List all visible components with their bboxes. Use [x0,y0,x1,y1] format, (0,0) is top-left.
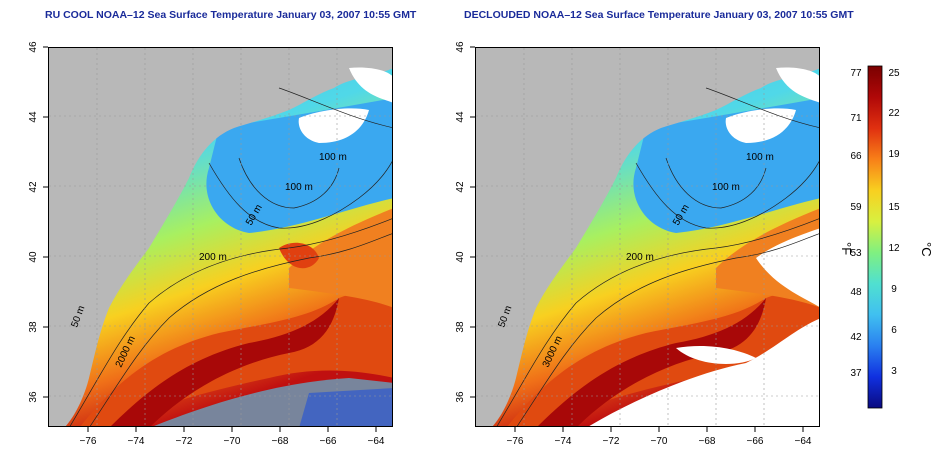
right-map-title: DECLOUDED NOAA–12 Sea Surface Temperatur… [464,9,854,21]
fahrenheit-tick-label: 42 [850,332,862,343]
left-lon-tick-label: −68 [272,436,289,447]
fahrenheit-tick-label: 71 [850,113,862,124]
left-lat-tick-label: 46 [28,41,39,53]
celsius-tick-label: 3 [891,366,897,377]
contour-label: 100 m [712,182,740,193]
right-lon-tick-label: −74 [555,436,572,447]
contour-label: 100 m [746,152,774,163]
left-lon-tick-label: −74 [128,436,145,447]
left-lat-tick-label: 42 [28,181,39,193]
celsius-tick-label: 19 [888,149,900,160]
celsius-tick-label: 6 [891,325,897,336]
right-lat-tick-label: 38 [455,321,466,333]
left-lon-tick-label: −66 [320,436,337,447]
right-lat-tick-label: 44 [455,111,466,123]
celsius-unit-label: °C [919,242,934,257]
right-lon-tick-label: −76 [507,436,524,447]
left-lon-tick-label: −70 [224,436,241,447]
right-lon-tick-label: −64 [795,436,812,447]
left-lon-tick-label: −64 [368,436,385,447]
fahrenheit-tick-label: 37 [850,368,862,379]
right-lon-tick-label: −68 [699,436,716,447]
left-sst-map: 100 m 100 m 50 m 200 m 50 m 2000 m [48,47,393,427]
left-lat-tick-label: 38 [28,321,39,333]
contour-label: 100 m [319,152,347,163]
right-sst-map: 100 m 100 m 50 m 200 m 50 m 3000 m [475,47,820,427]
right-lat-tick-label: 42 [455,181,466,193]
left-lon-tick-label: −76 [80,436,97,447]
left-map-title: RU COOL NOAA–12 Sea Surface Temperature … [45,9,417,21]
left-lat-tick-label: 44 [28,111,39,123]
right-lat-tick-label: 40 [455,251,466,263]
colorbar: 77 71 66 59 53 48 42 37 25 22 19 15 12 9 6 3 °F °C [839,65,934,409]
fahrenheit-tick-label: 59 [850,202,862,213]
fahrenheit-tick-label: 77 [850,68,862,79]
fahrenheit-tick-label: 53 [850,248,862,259]
contour-label: 200 m [199,252,227,263]
celsius-tick-label: 22 [888,108,900,119]
contour-label: 200 m [626,252,654,263]
celsius-tick-label: 9 [891,284,897,295]
celsius-tick-label: 15 [888,202,900,213]
celsius-tick-label: 25 [888,68,900,79]
left-sst-map-image: 100 m 100 m 50 m 200 m 50 m 2000 m [49,48,392,426]
celsius-tick-label: 12 [888,243,900,254]
right-lat-tick-label: 36 [455,391,466,403]
fahrenheit-tick-label: 66 [850,151,862,162]
fahrenheit-unit-label: °F [839,242,854,255]
right-lon-tick-label: −70 [651,436,668,447]
left-lat-tick-label: 40 [28,251,39,263]
right-sst-map-image: 100 m 100 m 50 m 200 m 50 m 3000 m [476,48,819,426]
right-lat-tick-label: 46 [455,41,466,53]
colorbar-bar [867,65,883,409]
right-lon-tick-label: −72 [603,436,620,447]
left-lon-tick-label: −72 [176,436,193,447]
left-lat-tick-label: 36 [28,391,39,403]
right-lon-tick-label: −66 [747,436,764,447]
fahrenheit-tick-label: 48 [850,287,862,298]
contour-label: 100 m [285,182,313,193]
